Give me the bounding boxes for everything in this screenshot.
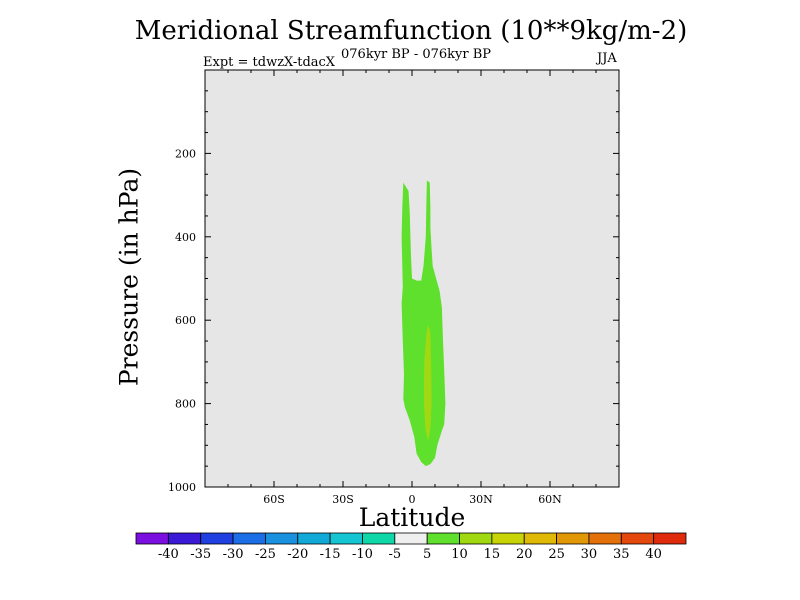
colorbar-swatch [653,532,687,545]
colorbar-label: -20 [287,547,308,562]
x-tick-label: 60N [538,493,562,506]
chart-subtitle: 076kyr BP - 076kyr BP [341,47,492,62]
colorbar-label: -40 [158,547,179,562]
chart-title: Meridional Streamfunction (10**9kg/m-2) [134,16,688,46]
colorbar-label: 40 [645,547,662,562]
colorbar-label: 20 [516,547,533,562]
y-tick-label: 600 [175,314,196,327]
colorbar-swatch [167,532,202,545]
colorbar-swatch [265,532,299,545]
y-tick-label: 200 [175,147,196,160]
colorbar-swatch [426,532,460,545]
colorbar-swatch [297,532,331,545]
colorbar-label: 10 [451,547,468,562]
colorbar-label: -5 [388,547,401,562]
y-tick-label: 400 [175,231,196,244]
colorbar-swatch [135,532,169,545]
x-axis-label: Latitude [358,503,466,532]
experiment-label: Expt = tdwzX-tdacX [203,55,336,70]
colorbar-label: 5 [423,547,431,562]
x-tick-label: 30S [332,493,354,506]
colorbar-label: 35 [613,547,630,562]
colorbar-label: -15 [320,547,341,562]
x-tick-label: 0 [409,493,416,506]
colorbar-swatch [556,532,590,545]
colorbar-label: -30 [223,547,244,562]
colorbar-swatch [491,532,525,545]
contour-region-5-10 [401,180,446,467]
colorbar-swatch [588,532,622,545]
colorbar-swatch [200,532,234,545]
y-tick-label: 1000 [168,481,196,494]
colorbar-label: 15 [484,547,501,562]
colorbar-swatch [620,532,655,545]
colorbar-label: 30 [581,547,598,562]
colorbar-swatch [394,532,428,545]
colorbar-label: 25 [548,547,565,562]
colorbar-swatch [459,532,493,545]
colorbar-swatch [362,532,396,545]
x-tick-label: 60S [263,493,285,506]
colorbar-label: -25 [255,547,276,562]
colorbar-swatch [523,532,557,545]
contour-region-10-15 [424,324,432,442]
y-tick-label: 800 [175,398,196,411]
season-label: JJA [597,51,617,66]
colorbar-swatch [232,532,266,545]
colorbar-swatch [329,532,363,545]
colorbar-label: -35 [190,547,211,562]
x-tick-label: 30N [469,493,493,506]
colorbar-label: -10 [352,547,373,562]
